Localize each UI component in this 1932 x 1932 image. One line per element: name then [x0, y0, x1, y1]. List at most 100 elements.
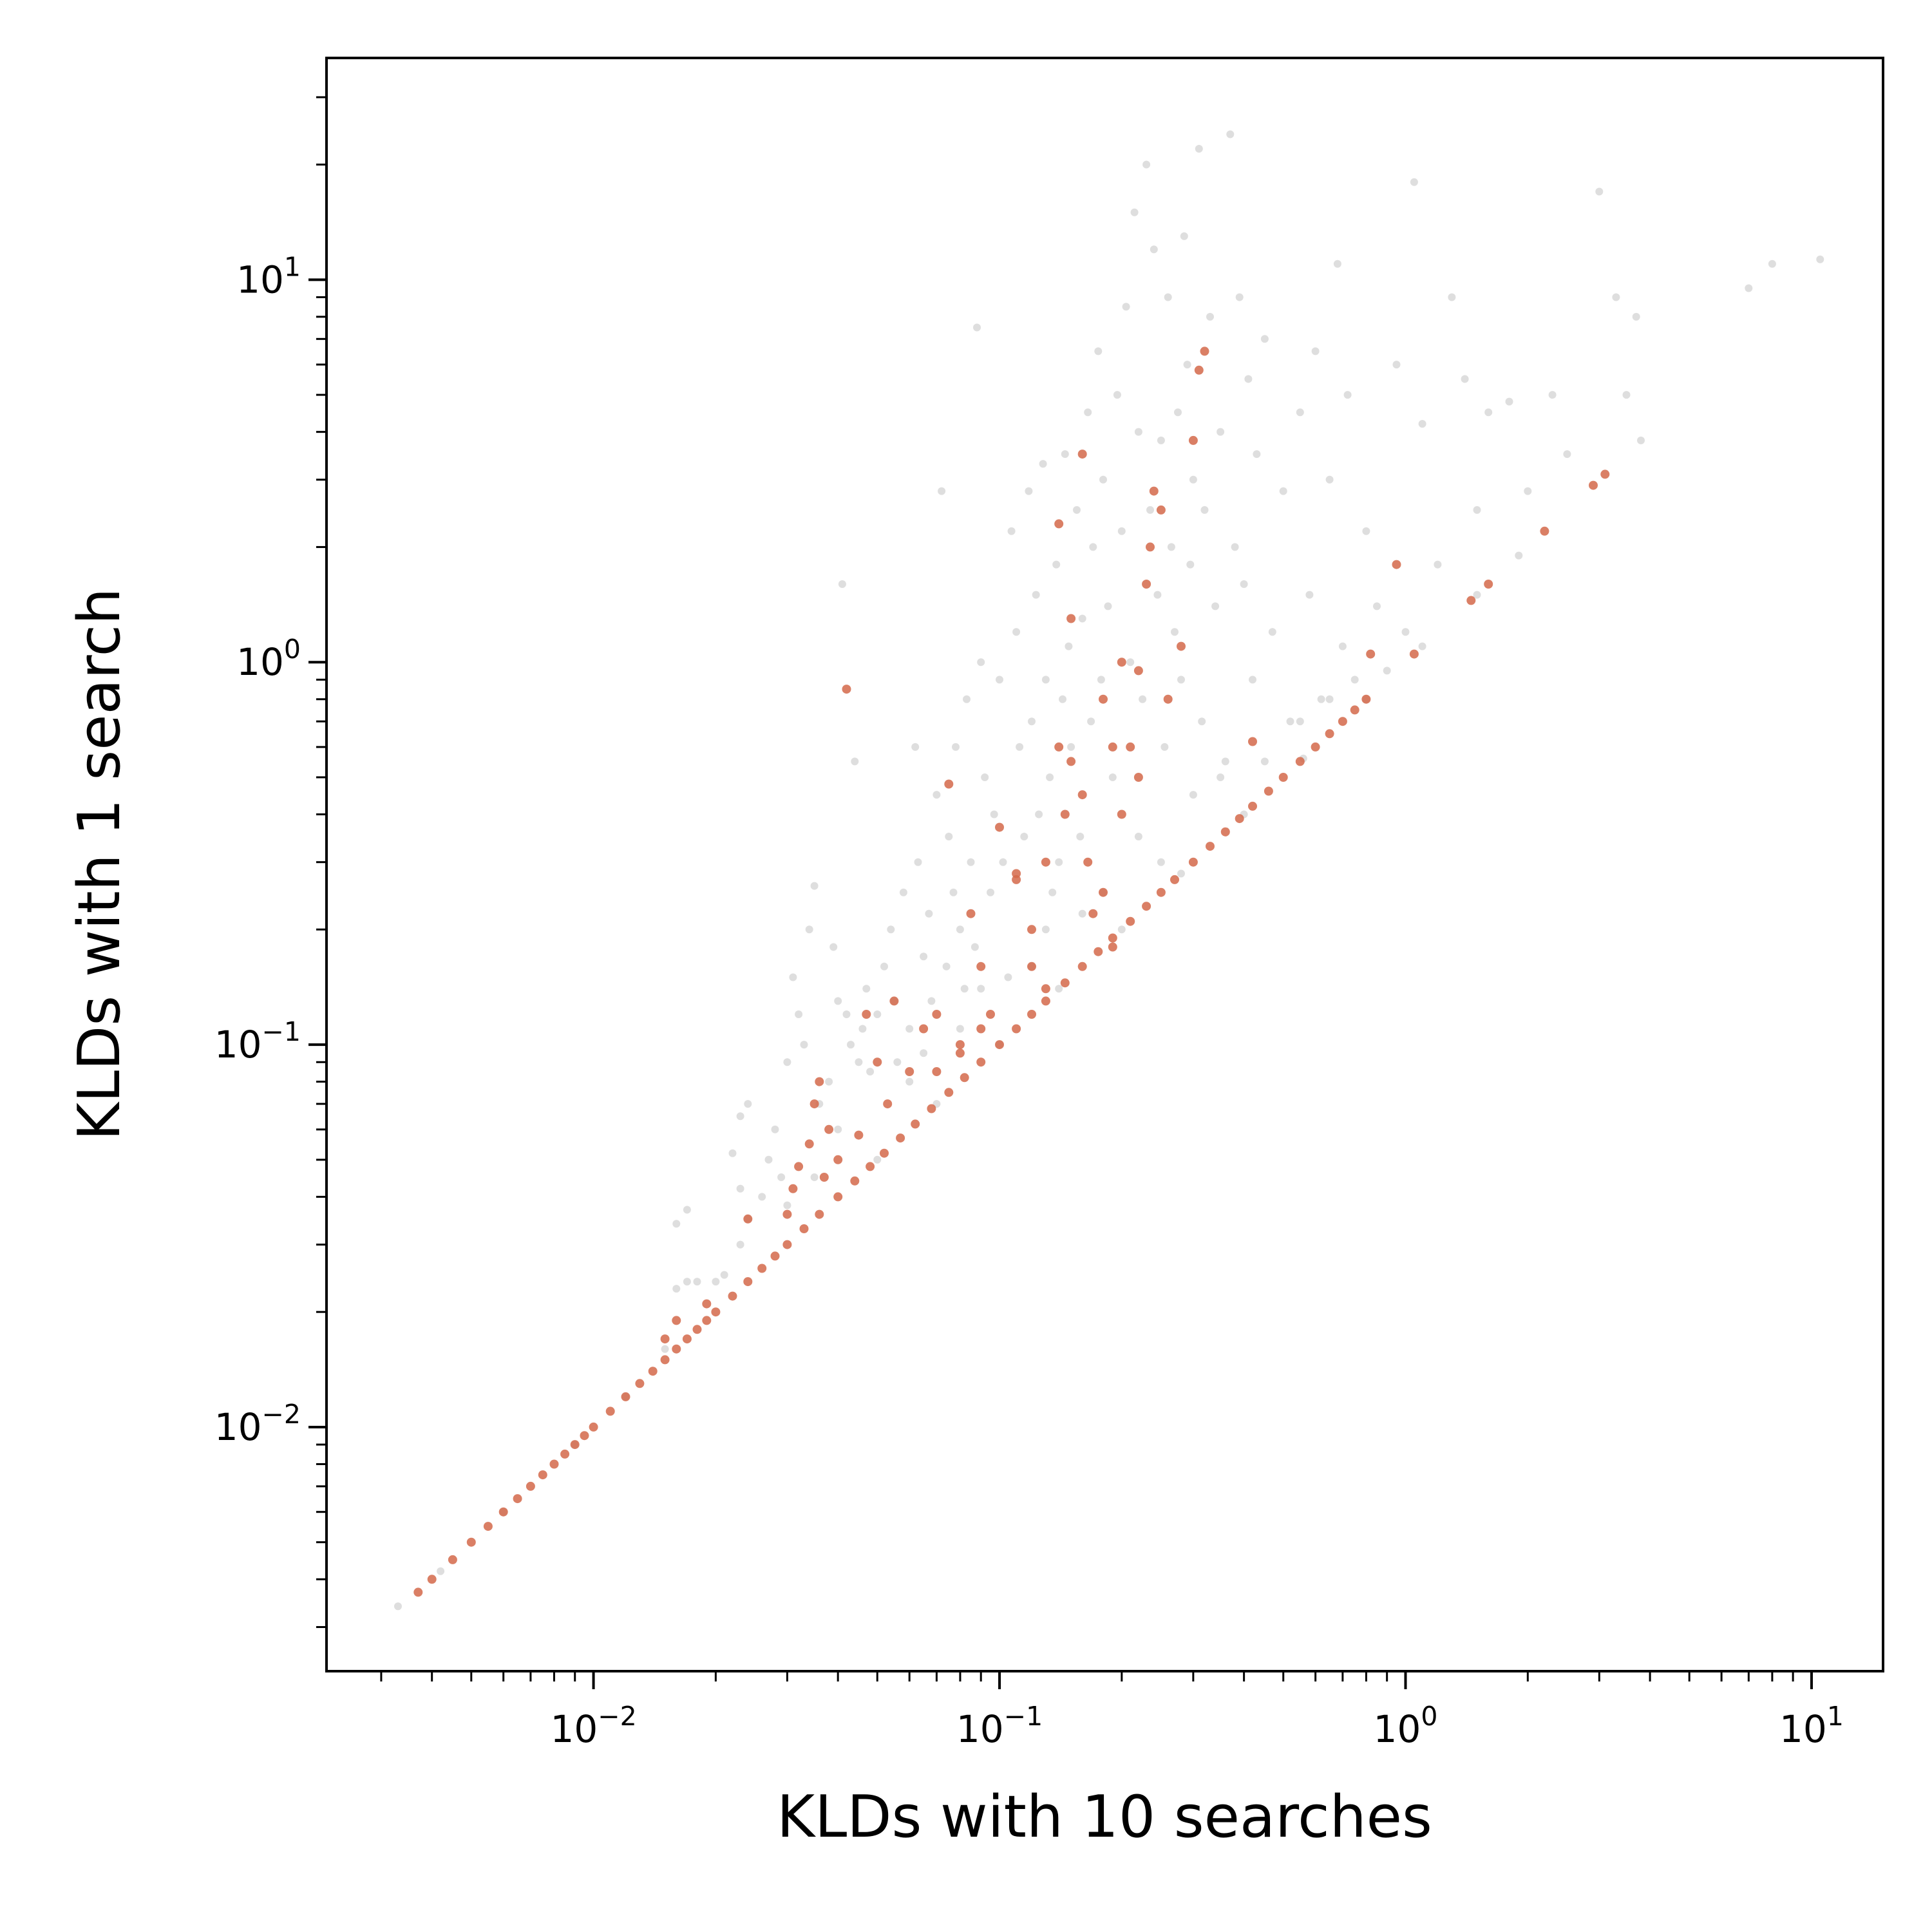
scatter-point	[789, 973, 797, 981]
scatter-point	[1061, 450, 1069, 459]
scatter-point	[1167, 543, 1175, 551]
scatter-point	[1434, 560, 1442, 569]
scatter-point	[1012, 628, 1021, 636]
scatter-point	[1156, 505, 1166, 515]
scatter-point	[1067, 743, 1075, 751]
scatter-point	[648, 1367, 658, 1376]
scatter-point	[949, 888, 958, 896]
scatter-point	[672, 1316, 681, 1325]
scatter-point	[1350, 705, 1359, 715]
scatter-point	[850, 1176, 860, 1186]
scatter-point	[758, 1193, 766, 1201]
scatter-point	[427, 1575, 437, 1584]
x-tick-label: 10−2	[550, 1701, 636, 1751]
scatter-point	[1160, 743, 1169, 751]
scatter-point	[927, 1104, 936, 1113]
scatter-point	[800, 1041, 808, 1049]
scatter-point	[810, 1173, 819, 1181]
scatter-point	[1401, 628, 1410, 636]
scatter-point	[1362, 527, 1370, 535]
scatter-point	[1260, 757, 1269, 766]
scatter-point	[1139, 695, 1147, 703]
scatter-point	[757, 1264, 767, 1273]
scatter-point	[911, 743, 920, 751]
scatter-point	[466, 1537, 476, 1547]
scatter-point	[967, 858, 975, 866]
scatter-point	[866, 1068, 875, 1075]
scatter-point	[1087, 717, 1095, 726]
scatter-point	[880, 962, 888, 971]
scatter-point	[1117, 658, 1126, 667]
scatter-point	[963, 695, 971, 703]
scatter-point	[549, 1459, 559, 1469]
x-tick-label: 100	[1374, 1701, 1438, 1751]
scatter-point	[1189, 475, 1197, 484]
scatter-point	[1200, 346, 1209, 356]
scatter-point	[1122, 303, 1130, 311]
scatter-point	[833, 1155, 843, 1164]
scatter-point	[1612, 293, 1620, 301]
scatter-point	[960, 1073, 969, 1083]
scatter-point	[1392, 560, 1401, 569]
scatter-point	[1317, 695, 1325, 703]
scatter-point	[1164, 293, 1172, 301]
x-axis-label: KLDs with 10 searches	[777, 1783, 1432, 1851]
scatter-point	[1048, 888, 1057, 896]
scatter-point	[1094, 947, 1103, 956]
scatter-point	[1108, 933, 1117, 943]
scatter-point	[971, 943, 979, 951]
scatter-point	[1189, 791, 1197, 799]
scatter-point	[1007, 527, 1016, 535]
scatter-point	[810, 1099, 819, 1109]
scatter-point	[1077, 961, 1087, 971]
scatter-point	[981, 773, 989, 781]
scatter-point	[914, 858, 922, 866]
scatter-point	[1296, 408, 1304, 417]
scatter-point	[987, 888, 994, 896]
scatter-point	[1054, 519, 1064, 529]
scatter-point	[1622, 391, 1631, 399]
scatter-point	[847, 1041, 855, 1049]
scatter-point	[1150, 245, 1158, 254]
scatter-point	[1311, 742, 1320, 752]
scatter-point	[1296, 717, 1304, 726]
scatter-point	[855, 1058, 863, 1066]
scatter-point	[1180, 232, 1188, 240]
scatter-point	[905, 1025, 914, 1033]
scatter-point	[1409, 649, 1419, 659]
scatter-point	[1027, 925, 1036, 934]
scatter-point	[805, 925, 813, 934]
scatter-point	[1392, 361, 1401, 369]
scatter-point	[1373, 602, 1381, 611]
scatter-point	[1186, 560, 1195, 569]
scatter-point	[712, 1278, 720, 1286]
scatter-point	[927, 997, 936, 1005]
scatter-point	[1076, 833, 1084, 840]
scatter-point	[1632, 312, 1640, 321]
scatter-point	[1217, 428, 1225, 436]
scatter-point	[1637, 436, 1645, 444]
scatter-point	[966, 909, 976, 918]
scatter-point	[976, 961, 986, 971]
ticks-layer: 10−2 10−1 100 101 10−2 10−1 100 101	[214, 96, 1844, 1751]
scatter-point	[1515, 551, 1523, 560]
scatter-point	[1035, 810, 1043, 819]
scatter-point	[824, 1124, 834, 1134]
scatter-point	[1153, 591, 1162, 599]
scatter-point	[1418, 642, 1426, 650]
scatter-point	[1059, 695, 1066, 703]
scatter-point	[538, 1470, 547, 1480]
scatter-point	[736, 1240, 744, 1249]
scatter-point	[1134, 428, 1142, 436]
scatter-point	[960, 985, 969, 993]
y-tick-label: 10−1	[214, 1016, 301, 1066]
scatter-point	[1126, 658, 1135, 667]
scatter-point	[1248, 801, 1257, 811]
scatter-point	[1142, 580, 1151, 589]
scatter-point	[955, 1040, 965, 1050]
scatter-point	[1077, 790, 1087, 800]
scatter-point	[1361, 694, 1371, 704]
scatter-point	[1099, 475, 1107, 484]
scatter-point	[1117, 527, 1126, 535]
x-tick-label: 101	[1779, 1701, 1844, 1751]
